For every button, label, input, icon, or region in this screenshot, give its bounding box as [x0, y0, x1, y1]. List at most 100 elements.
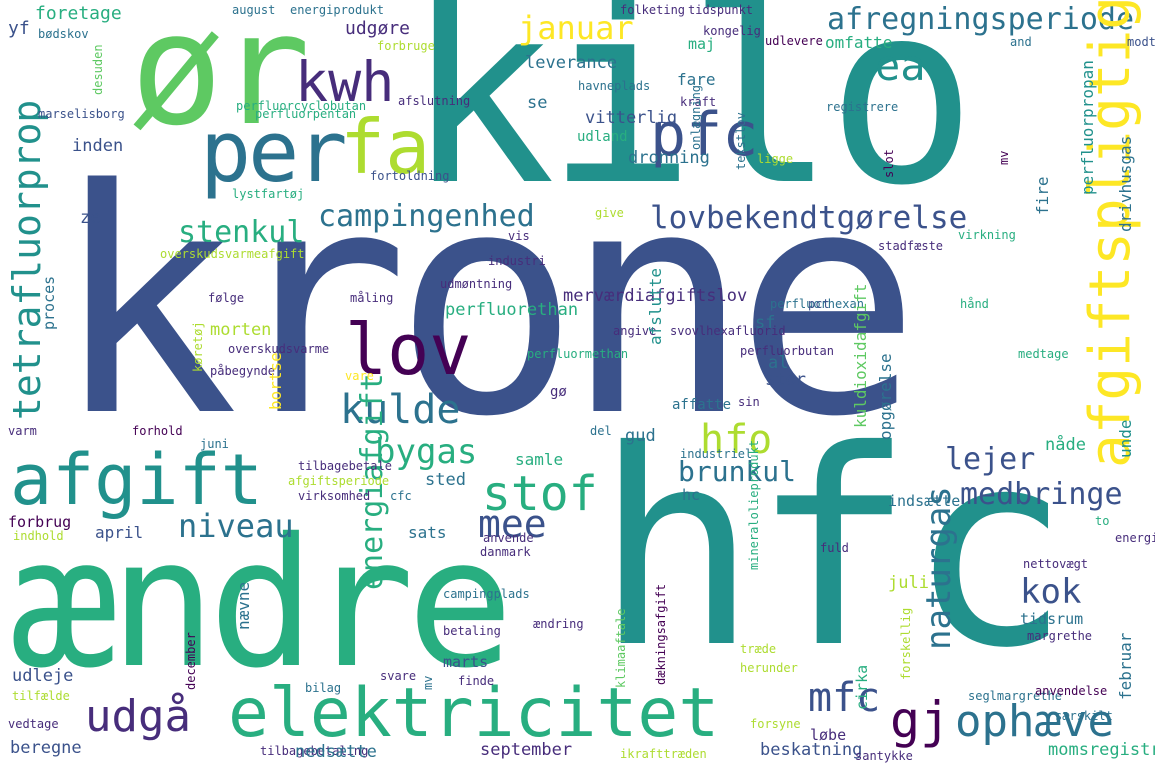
word-tilbagebetaling: december — [184, 632, 198, 690]
word-ikrafttraeden: klimaaftale — [614, 608, 628, 688]
word-anvendelse: nævne — [234, 581, 253, 630]
word-juni: overskudsvarme — [228, 342, 330, 356]
word-and: udlevere — [765, 34, 823, 48]
word-forskellig: santykke — [855, 749, 913, 763]
word-klimaaftale: september — [480, 740, 573, 760]
word-nettovaegt: samle — [515, 450, 564, 469]
word-unde: forsyne — [750, 717, 801, 731]
word-cirka: beskatning — [760, 740, 863, 760]
word-anvende: juni — [200, 437, 229, 451]
word-bodskov: bødskov — [38, 27, 89, 41]
word-onlaegning: herunder — [740, 661, 798, 675]
word-mineralolieprodukt: beregne — [10, 738, 82, 758]
word-perfluorpentan: drivhusgas — [1116, 135, 1135, 232]
word-kilo: kilo — [405, 0, 977, 240]
word-svare: danmark — [480, 545, 531, 559]
word-omfatte: maj — [688, 35, 716, 53]
word-per: per — [200, 103, 348, 202]
word-stof: stof — [482, 466, 598, 522]
word-sted: al — [768, 353, 789, 373]
word-give: tekstlov — [734, 112, 748, 170]
word-betaling: indsætte — [888, 492, 961, 510]
word-tekstlov: svare — [380, 669, 417, 683]
word-perfluorbutan: bortse — [266, 352, 285, 410]
word-bortse: særskilt — [1055, 709, 1113, 723]
word-nedsaette: betaling — [443, 624, 501, 638]
word-inden: kraft — [680, 95, 717, 109]
word-perfluorcyclobutan: perfluorpropan — [1078, 60, 1097, 195]
word-virkning: mv — [997, 150, 1011, 165]
word-mv: mv — [421, 675, 435, 690]
word-mee: mee — [478, 502, 547, 546]
word-al: perfluorhexan — [770, 297, 864, 311]
word-aendring: forbrug — [8, 513, 72, 531]
word-maj: modtage — [1127, 35, 1155, 49]
word-leverance: omfatte — [825, 33, 893, 52]
word-forhold: angive — [613, 324, 657, 338]
word-koretoj: løbe — [810, 726, 847, 744]
word-vedtage: fuld — [820, 541, 849, 555]
word-maling: give — [595, 206, 624, 220]
word-energiprodukt: energiprodukt — [290, 3, 384, 17]
word-hand: virkning — [958, 228, 1016, 242]
word-danmark: industriel — [680, 447, 753, 461]
word-afgift: afgift — [10, 439, 263, 521]
word-folge: ze — [80, 208, 101, 228]
word-sf: overskudsvarmeafgift — [160, 247, 305, 261]
word-overskudsvarmeafgift: proces — [40, 275, 58, 330]
word-lystfartoj: inden — [72, 136, 124, 156]
word-perfluorethan: udleje — [12, 666, 74, 686]
word-indhold: forhold — [132, 424, 183, 438]
word-yf: yf — [8, 18, 30, 39]
word-fuld: afgiftsperiode — [288, 474, 390, 488]
word-campingplads: hc — [682, 486, 701, 504]
word-sats: gud — [625, 426, 656, 446]
word-lovbekendtgorelse: lovbekendtgørelse — [650, 200, 968, 236]
word-stenkul: stenkul — [178, 215, 305, 250]
word-april: del — [590, 424, 612, 438]
word-medtage: følge — [208, 291, 245, 305]
word-ophaeve: ophæve — [955, 696, 1114, 747]
word-elektricitet: elektricitet — [228, 674, 720, 753]
word-angive: udmøntning — [440, 277, 513, 291]
word-finde: mineralolieprodukt — [747, 439, 761, 570]
word-del: svovlhexafluorid — [670, 324, 786, 338]
word-hfc: hfc — [595, 392, 1071, 707]
word-affatte: perfluorethan — [445, 300, 579, 320]
word-tilbagebetale: medtage — [1018, 347, 1069, 361]
word-krone: krone — [52, 124, 921, 485]
word-kraft: afslutning — [398, 94, 471, 108]
word-gud: køretøj — [191, 321, 205, 372]
word-hc: affatte — [672, 397, 732, 413]
word-desuden: forskellig — [899, 607, 913, 680]
word-kongelig: forbruge — [377, 39, 435, 53]
word-udlevere: kongelig — [703, 24, 761, 38]
word-kwh: kwh — [295, 50, 395, 114]
word-go: hånd — [960, 297, 989, 311]
word-nade: perfluorbutan — [740, 344, 834, 358]
word-forbrug: varm — [8, 424, 37, 438]
word-marselisborg: havneplads — [578, 79, 651, 93]
word-samle: påbegynde — [210, 364, 276, 378]
word-varm: morten — [210, 320, 272, 340]
word-medbringe: medbringe — [960, 477, 1123, 512]
word-havneplads: fare — [677, 70, 716, 89]
word-registrere: se — [527, 93, 548, 113]
word-fa: fa — [340, 103, 431, 191]
word-se: perfluorcyclobutan — [236, 99, 367, 113]
word-foretage: foretage — [35, 3, 122, 24]
word-margrethe: cfc — [390, 489, 412, 503]
word-herunder: anvende — [483, 531, 534, 545]
word-naevne: tilbagebetaling — [260, 744, 369, 758]
word-indsaette: sin — [738, 395, 760, 409]
word-perfluormethan: unde — [1116, 419, 1135, 458]
word-bygas: bygas — [375, 432, 478, 472]
word-pabegynde: måling — [350, 291, 394, 305]
word-afslutte: bilag — [305, 681, 342, 695]
word-virksomhed: stor — [765, 370, 806, 390]
word-campingenhed: campingenhed — [318, 199, 535, 234]
word-brunkul: brunkul — [678, 455, 797, 488]
word-morten: industri — [488, 254, 546, 268]
word-udgore: desuden — [91, 44, 105, 95]
